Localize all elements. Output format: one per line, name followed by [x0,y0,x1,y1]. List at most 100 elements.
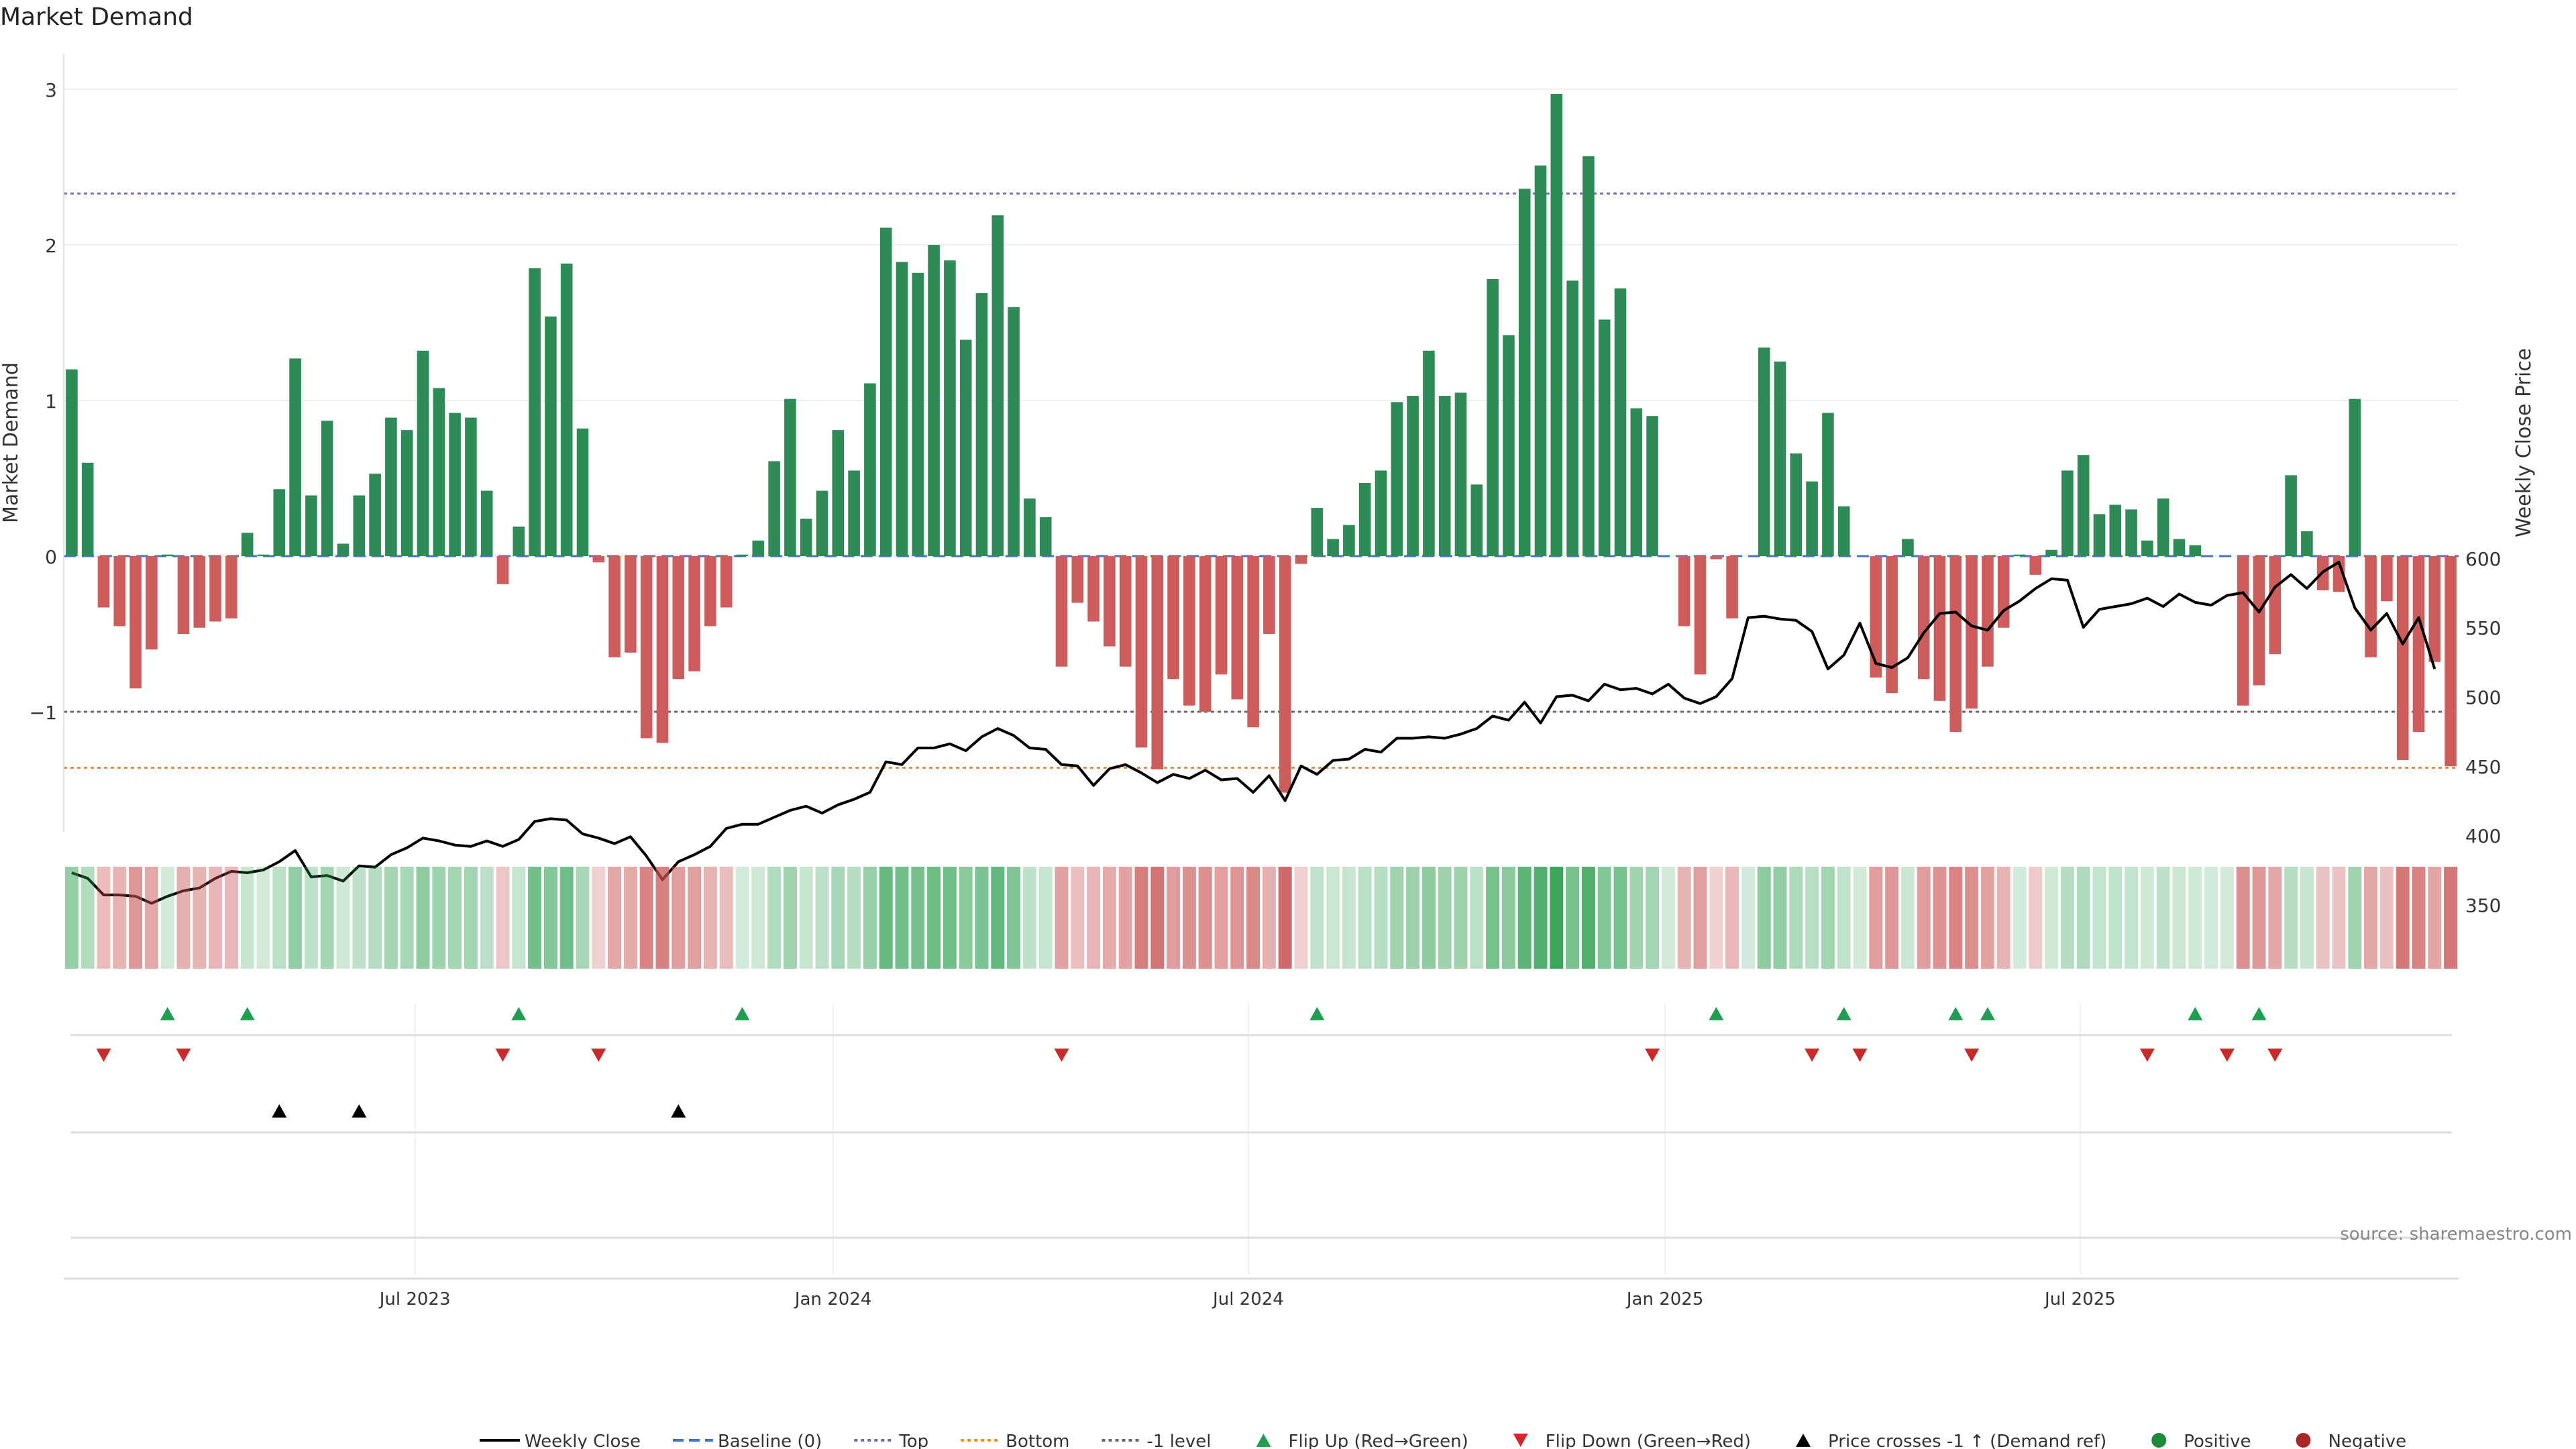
right-tick-label: 350 [2465,895,2501,917]
heat-cell [559,867,574,969]
demand-bar [1726,556,1738,619]
demand-bar [784,398,796,556]
flip-up-marker [511,1007,527,1020]
demand-bar [1087,556,1099,622]
demand-bar [1774,362,1786,556]
heat-cell [2348,867,2362,969]
demand-bar [1503,335,1515,556]
demand-bar [1886,556,1898,694]
flip-up-marker [2251,1007,2267,1020]
heat-cell [959,867,973,969]
demand-bar [752,540,765,556]
heat-cell [2396,867,2410,969]
heat-cell [113,867,127,969]
demand-bar [1183,556,1195,706]
heat-cell [1661,867,1675,969]
legend-item-flip-up: Flip Up (Red→Green) [1256,1432,1468,1449]
heat-cell [1326,867,1340,969]
heat-cell [2012,867,2027,969]
heat-cell [1342,867,1356,969]
weekly-close-line [71,561,2436,905]
heat-cell [1182,867,1196,969]
demand-bar [2061,470,2074,556]
flip-down-marker [2267,1049,2283,1062]
demand-bar [1327,539,1339,556]
heat-cell [927,867,941,969]
flip-up-marker [735,1007,750,1020]
heat-cell [256,867,270,969]
demand-bar [1375,470,1387,556]
heat-cell [1566,867,1580,969]
heat-cell [2252,867,2266,969]
heat-cell [80,867,95,969]
heat-cell [2284,867,2298,969]
heat-cell [1406,867,1420,969]
legend-item-bottom: Bottom [961,1432,1070,1449]
demand-bar [2045,549,2057,556]
heat-cell [240,867,254,969]
demand-bar [2013,554,2026,556]
heat-cell [608,867,622,969]
heat-cell [2029,867,2043,969]
heat-cell [1837,867,1851,969]
x-axis: Jul 2023 Jan 2024 Jul 2024 Jan 2025 Jul 2025 [64,1277,2459,1309]
flip-down-marker [1852,1049,1868,1062]
demand-bar [2029,556,2042,575]
heat-cell [2204,867,2218,969]
heat-cell [320,867,334,969]
demand-bar [1598,319,1611,556]
heat-cell [672,867,686,969]
demand-bar [66,369,78,556]
heat-cell [799,867,813,969]
heat-cell [767,867,782,969]
demand-bar [1470,484,1483,556]
heat-cell [64,867,78,969]
right-tick-label: 550 [2465,617,2501,639]
flip-down-marker [2139,1049,2155,1062]
legend-swatch-negative [2296,1433,2311,1448]
demand-bar [2396,556,2409,760]
demand-bar [2269,556,2282,655]
heat-cell [719,867,733,969]
demand-bar [848,470,860,556]
demand-bar [2445,556,2457,767]
heat-cell [1118,867,1132,969]
legend-label-minus-one: -1 level [1147,1432,1212,1449]
heat-cell [1996,867,2010,969]
demand-bar [1487,279,1499,556]
demand-bar [81,462,94,556]
flip-down-marker [176,1049,191,1062]
heat-cell [1869,867,1883,969]
demand-bar [2253,556,2265,686]
demand-bar [1917,556,1930,680]
heat-cell [288,867,303,969]
heat-cell [1230,867,1244,969]
demand-bar [161,554,174,556]
demand-bar [1966,556,1978,709]
flip-up-marker [2188,1007,2203,1020]
demand-bar [1837,506,1850,556]
heat-cell [1709,867,1723,969]
heat-cell [1741,867,1755,969]
demand-bar [879,227,892,556]
heat-cell [1853,867,1867,969]
heat-cell [1150,867,1165,969]
demand-bar [1790,453,1803,556]
heat-cell [1246,867,1260,969]
flip-down-marker [1054,1049,1069,1062]
heat-cell [688,867,702,969]
heat-cell [336,867,350,969]
x-tick-label: Jul 2025 [2043,1289,2116,1309]
reference-lines [64,192,2459,769]
price-line-layer [71,561,2436,905]
heat-cell [1438,867,1452,969]
price-cross-marker [272,1104,287,1118]
demand-bar [1822,413,1834,556]
heat-cell [480,867,494,969]
heat-cell [2045,867,2059,969]
heat-cell [1198,867,1212,969]
heat-cell [272,867,286,969]
heat-cell [751,867,765,969]
demand-bar [625,556,637,653]
demand-bar [1678,556,1690,627]
